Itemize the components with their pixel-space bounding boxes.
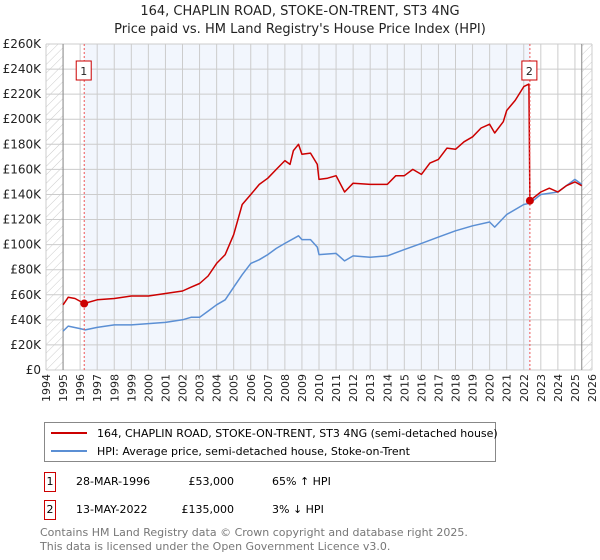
transaction-date: 28-MAR-1996 [76, 475, 151, 488]
x-tick-label: 2018 [450, 374, 463, 402]
x-tick-label: 1997 [91, 374, 104, 402]
price-chart: 1994 1995 1996 1997 1998 1999 2000 2001 2002 2003… [3, 37, 599, 402]
x-tick-label: 2014 [381, 374, 394, 402]
transaction-badge: 1 [44, 472, 56, 492]
x-tick-label: 2015 [398, 374, 411, 402]
y-tick-label: £160K [3, 162, 43, 176]
no-data-hatch-right [581, 44, 592, 370]
x-tick-label: 2021 [501, 374, 514, 402]
x-tick-label: 2013 [364, 374, 377, 402]
chart-subtitle: Price paid vs. HM Land Registry's House … [114, 22, 486, 37]
x-tick-label: 2017 [432, 374, 445, 402]
y-tick-label: £260K [3, 37, 43, 51]
footer-line: This data is licensed under the Open Gov… [40, 540, 391, 553]
y-tick-label: £200K [3, 112, 43, 126]
property-price-line [62, 83, 583, 306]
x-tick-label: 2025 [569, 374, 582, 402]
sale-label: 2 [526, 65, 533, 78]
legend-swatch-red [51, 432, 87, 434]
legend-swatch-blue [51, 450, 87, 452]
hpi-line [62, 178, 583, 332]
x-tick-label: 2012 [347, 374, 360, 402]
ownership-period-shading [84, 44, 530, 370]
x-tick-label: 2000 [142, 374, 155, 402]
sale-point [80, 299, 89, 308]
sale-label-box [521, 60, 538, 81]
transaction-hpi: 65% ↑ HPI [272, 475, 331, 488]
x-tick-label: 1998 [108, 374, 121, 402]
x-tick-label: 2019 [467, 374, 480, 402]
x-tick-label: 2003 [194, 374, 207, 402]
legend-item-property: 164, CHAPLIN ROAD, STOKE-ON-TRENT, ST3 4… [45, 425, 498, 441]
transaction-row: 1 28-MAR-1996 £53,000 65% ↑ HPI [44, 472, 444, 492]
transaction-row: 2 13-MAY-2022 £135,000 3% ↓ HPI [44, 500, 444, 520]
x-tick-label: 2001 [159, 374, 172, 402]
legend-label: HPI: Average price, semi-detached house,… [97, 444, 410, 458]
x-tick-label: 1996 [74, 374, 87, 402]
x-tick-label: 2020 [484, 374, 497, 402]
x-tick-label: 2011 [330, 374, 343, 402]
no-data-hatch-left [46, 44, 64, 370]
sale-label-box [75, 60, 92, 81]
x-tick-label: 2002 [177, 374, 190, 402]
x-tick-label: 2009 [296, 374, 309, 402]
y-tick-label: £40K [10, 313, 42, 327]
x-tick-label: 2008 [279, 374, 292, 402]
y-tick-label: £140K [3, 187, 43, 201]
footer-line: Contains HM Land Registry data © Crown c… [40, 526, 468, 539]
footer: Contains HM Land Registry data © Crown c… [40, 526, 468, 554]
x-tick-label: 2023 [535, 374, 548, 402]
transaction-price: £135,000 [181, 503, 235, 516]
x-tick-label: 2010 [313, 374, 326, 402]
x-tick-label: 2007 [262, 374, 275, 402]
x-tick-label: 1994 [40, 374, 53, 402]
x-tick-label: 2004 [211, 374, 224, 402]
x-tick-label: 2024 [552, 374, 565, 402]
y-tick-label: £240K [3, 62, 43, 76]
x-tick-label: 1995 [57, 374, 70, 402]
y-tick-label: £0 [26, 363, 41, 377]
x-tick-label: 1999 [125, 374, 138, 402]
legend-label: 164, CHAPLIN ROAD, STOKE-ON-TRENT, ST3 4… [97, 426, 498, 440]
sale-point [525, 196, 534, 205]
chart-title: 164, CHAPLIN ROAD, STOKE-ON-TRENT, ST3 4… [140, 4, 460, 19]
x-tick-label: 2016 [415, 374, 428, 402]
x-tick-label: 2026 [586, 374, 599, 402]
transaction-price: £53,000 [188, 475, 235, 488]
transaction-badge: 2 [44, 500, 56, 520]
transaction-date: 13-MAY-2022 [76, 503, 148, 516]
chart-legend: 164, CHAPLIN ROAD, STOKE-ON-TRENT, ST3 4… [44, 422, 498, 462]
x-tick-label: 2006 [245, 374, 258, 402]
y-tick-label: £120K [3, 213, 43, 227]
sale-label: 1 [80, 65, 87, 78]
y-tick-label: £180K [3, 137, 43, 151]
y-tick-label: £60K [10, 288, 42, 302]
y-tick-label: £100K [3, 238, 43, 252]
y-tick-label: £80K [10, 263, 42, 277]
x-tick-label: 2005 [228, 374, 241, 402]
x-tick-label: 2022 [518, 374, 531, 402]
legend-item-hpi: HPI: Average price, semi-detached house,… [45, 443, 410, 459]
y-tick-label: £20K [10, 338, 42, 352]
y-tick-label: £220K [3, 87, 43, 101]
transaction-hpi: 3% ↓ HPI [272, 503, 324, 516]
